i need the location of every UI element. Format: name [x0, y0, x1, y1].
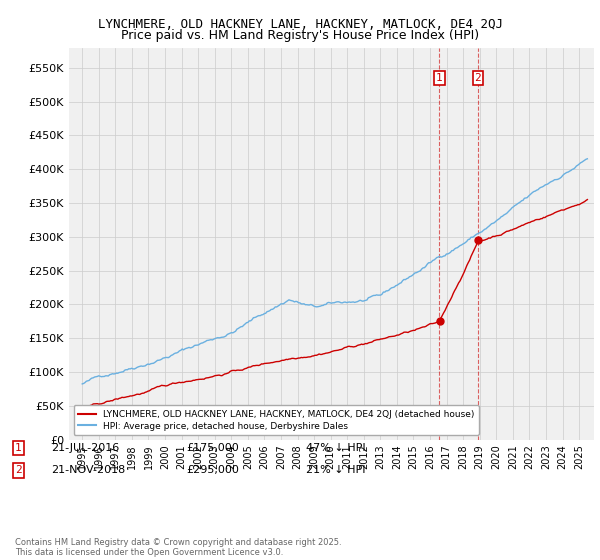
Text: 21-JUL-2016: 21-JUL-2016	[51, 443, 119, 453]
Text: 47% ↓ HPI: 47% ↓ HPI	[306, 443, 365, 453]
Text: Contains HM Land Registry data © Crown copyright and database right 2025.
This d: Contains HM Land Registry data © Crown c…	[15, 538, 341, 557]
Text: 21% ↓ HPI: 21% ↓ HPI	[306, 465, 365, 475]
Text: £175,000: £175,000	[186, 443, 239, 453]
Text: 21-NOV-2018: 21-NOV-2018	[51, 465, 125, 475]
Text: Price paid vs. HM Land Registry's House Price Index (HPI): Price paid vs. HM Land Registry's House …	[121, 29, 479, 42]
Text: 2: 2	[15, 465, 22, 475]
Legend: LYNCHMERE, OLD HACKNEY LANE, HACKNEY, MATLOCK, DE4 2QJ (detached house), HPI: Av: LYNCHMERE, OLD HACKNEY LANE, HACKNEY, MA…	[74, 405, 479, 435]
Text: £295,000: £295,000	[186, 465, 239, 475]
Text: 2: 2	[475, 73, 481, 83]
Text: 1: 1	[15, 443, 22, 453]
Text: LYNCHMERE, OLD HACKNEY LANE, HACKNEY, MATLOCK, DE4 2QJ: LYNCHMERE, OLD HACKNEY LANE, HACKNEY, MA…	[97, 18, 503, 31]
Text: 1: 1	[436, 73, 443, 83]
